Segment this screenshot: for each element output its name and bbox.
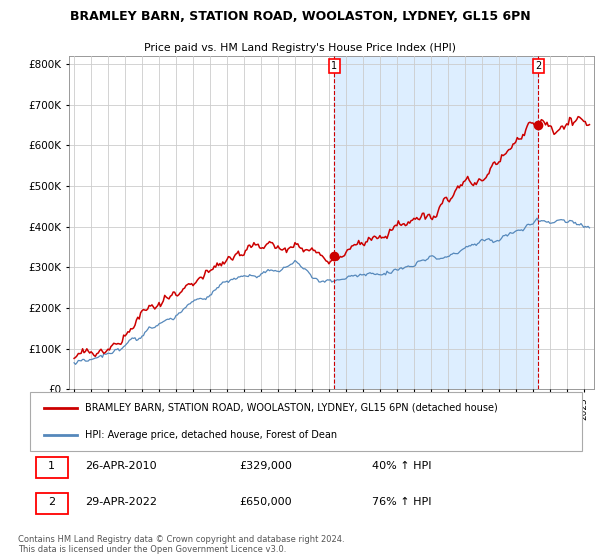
Text: 76% ↑ HPI: 76% ↑ HPI: [372, 497, 432, 507]
Bar: [334, 56, 538, 389]
Text: 1: 1: [331, 61, 337, 71]
Text: BRAMLEY BARN, STATION ROAD, WOOLASTON, LYDNEY, GL15 6PN: BRAMLEY BARN, STATION ROAD, WOOLASTON, L…: [70, 11, 530, 24]
Text: 26-APR-2010: 26-APR-2010: [85, 460, 157, 470]
FancyBboxPatch shape: [30, 392, 582, 451]
Text: 1: 1: [48, 460, 55, 470]
Text: Price paid vs. HM Land Registry's House Price Index (HPI): Price paid vs. HM Land Registry's House …: [144, 43, 456, 53]
Text: 40% ↑ HPI: 40% ↑ HPI: [372, 460, 432, 470]
Text: 29-APR-2022: 29-APR-2022: [85, 497, 157, 507]
Text: BRAMLEY BARN, STATION ROAD, WOOLASTON, LYDNEY, GL15 6PN (detached house): BRAMLEY BARN, STATION ROAD, WOOLASTON, L…: [85, 403, 498, 413]
FancyBboxPatch shape: [35, 493, 68, 514]
Text: HPI: Average price, detached house, Forest of Dean: HPI: Average price, detached house, Fore…: [85, 430, 337, 440]
FancyBboxPatch shape: [35, 457, 68, 478]
Text: £650,000: £650,000: [240, 497, 292, 507]
Text: 2: 2: [535, 61, 542, 71]
Text: Contains HM Land Registry data © Crown copyright and database right 2024.
This d: Contains HM Land Registry data © Crown c…: [18, 535, 344, 554]
Text: 2: 2: [48, 497, 55, 507]
Text: £329,000: £329,000: [240, 460, 293, 470]
